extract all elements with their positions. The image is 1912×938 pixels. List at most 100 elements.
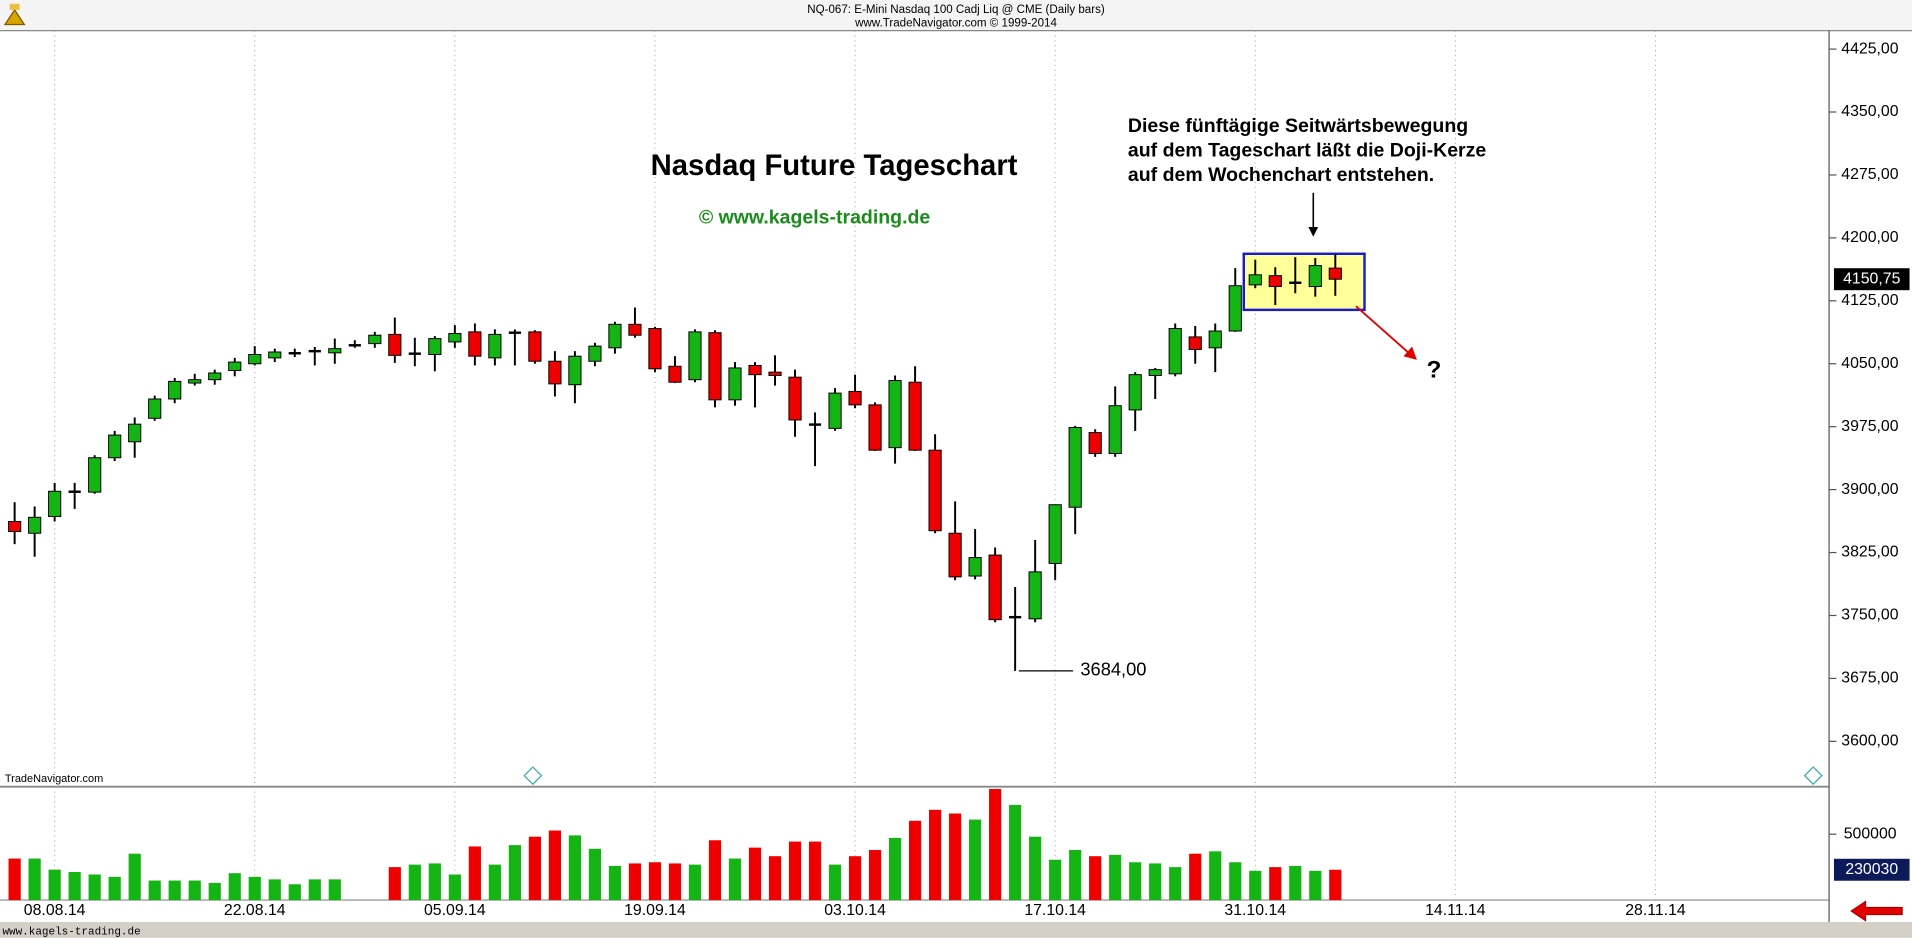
- highlight-box: [1242, 252, 1366, 312]
- panel-icon: [523, 766, 543, 786]
- candle-body: [488, 333, 502, 359]
- candle-body: [708, 332, 722, 401]
- volume-bar: [508, 845, 521, 901]
- volume-bar: [268, 879, 281, 901]
- volume-bar: [388, 867, 401, 901]
- volume-bar: [148, 880, 161, 901]
- annotation-line: auf dem Wochenchart entstehen.: [1128, 164, 1434, 186]
- volume-bar: [888, 837, 902, 901]
- volume-bar: [328, 879, 341, 901]
- volume-bar: [1329, 869, 1342, 901]
- footer-url: www.kagels-trading.de: [2, 927, 140, 938]
- candle-body: [828, 392, 842, 429]
- volume-bar: [428, 863, 441, 901]
- volume-bar: [908, 820, 922, 901]
- candle-body: [428, 338, 442, 356]
- x-tick-label: 05.09.14: [424, 902, 486, 919]
- volume-bar: [868, 850, 882, 901]
- volume-bar: [1309, 870, 1322, 901]
- volume-bar: [628, 863, 642, 901]
- candle-body: [328, 348, 342, 354]
- x-tick-label: 28.11.14: [1625, 902, 1686, 919]
- volume-bar: [688, 864, 702, 901]
- candle-body: [1048, 504, 1062, 564]
- header-band: [0, 0, 1912, 31]
- direction-arrow: [1355, 305, 1417, 360]
- volume-bar: [48, 869, 61, 901]
- candle-body: [1128, 374, 1142, 411]
- candle-body: [168, 380, 182, 400]
- candle-body: [568, 355, 582, 386]
- x-tick-label: 17.10.14: [1024, 902, 1086, 919]
- header-line2: www.TradeNavigator.com © 1999-2014: [854, 17, 1057, 29]
- y-tick-label: 3825,00: [1841, 544, 1898, 561]
- volume-bar: [848, 856, 862, 901]
- volume-bar: [568, 835, 582, 901]
- panel-icon: [1803, 766, 1823, 786]
- candle-body: [1148, 369, 1162, 376]
- header-line1: NQ-067: E-Mini Nasdaq 100 Cadj Liq @ CME…: [807, 4, 1105, 16]
- candle-body: [548, 360, 562, 385]
- volume-bar: [1109, 854, 1122, 901]
- candle-body: [648, 328, 662, 370]
- volume-bar: [949, 813, 962, 901]
- y-tick-label: 4050,00: [1841, 355, 1898, 372]
- volume-bar: [468, 846, 481, 901]
- volume-bar: [128, 853, 141, 901]
- marks: [8, 254, 1342, 901]
- volume-bar: [768, 856, 782, 901]
- low-label: 3684,00: [1080, 659, 1146, 680]
- volume-bar: [28, 858, 41, 901]
- candle-body: [8, 521, 22, 533]
- candle-body: [888, 380, 902, 449]
- volume-bar: [588, 848, 602, 901]
- volume-bar: [548, 830, 562, 901]
- candle-body: [208, 372, 222, 381]
- volume-bar: [168, 880, 181, 901]
- volume-bar: [88, 874, 101, 901]
- candle-body: [448, 333, 462, 343]
- candle-body: [228, 361, 242, 371]
- annotation-line: Diese fünftägige Seitwärtsbewegung: [1128, 115, 1468, 137]
- volume-bar: [408, 864, 421, 901]
- volume-bar: [1289, 865, 1302, 901]
- y-tick-label: 4425,00: [1841, 40, 1898, 57]
- volume-bar: [1209, 851, 1222, 901]
- y-tick-label: 3600,00: [1841, 733, 1898, 750]
- candle-body: [748, 364, 762, 376]
- candle-body: [608, 323, 622, 349]
- volume-bar: [1249, 870, 1262, 901]
- x-tick-label: 31.10.14: [1224, 902, 1286, 919]
- candle-body: [1228, 285, 1242, 332]
- volume-bar: [748, 847, 762, 901]
- candle-body: [468, 331, 482, 357]
- candle-body: [848, 390, 862, 406]
- candle-body: [1308, 265, 1322, 288]
- volume-bar: [969, 819, 982, 901]
- y-tick-label: 3750,00: [1841, 607, 1898, 624]
- x-tick-label: 22.08.14: [224, 902, 286, 919]
- candle-body: [268, 351, 282, 359]
- candle-body: [948, 532, 962, 578]
- candle-body: [28, 516, 42, 534]
- x-tick-label: 08.08.14: [24, 902, 86, 919]
- candle-body: [908, 381, 922, 451]
- volume-bar: [308, 879, 321, 901]
- candle-body: [248, 354, 262, 365]
- volume-bar: [608, 865, 622, 901]
- y-tick-label: 4275,00: [1841, 166, 1898, 183]
- volume-bar: [528, 836, 541, 901]
- candle-body: [988, 554, 1002, 621]
- y-tick-label: 4200,00: [1841, 229, 1898, 246]
- candle-body: [788, 376, 802, 421]
- volume-bar: [1069, 850, 1082, 901]
- volume-bar: [1189, 853, 1202, 901]
- candle-body: [1328, 267, 1342, 280]
- volume-bar: [1149, 863, 1162, 901]
- candle-body: [388, 333, 402, 356]
- candle-body: [188, 379, 202, 384]
- volume-bar: [188, 880, 201, 901]
- question-mark: ?: [1427, 356, 1442, 383]
- volume-bar: [208, 882, 221, 901]
